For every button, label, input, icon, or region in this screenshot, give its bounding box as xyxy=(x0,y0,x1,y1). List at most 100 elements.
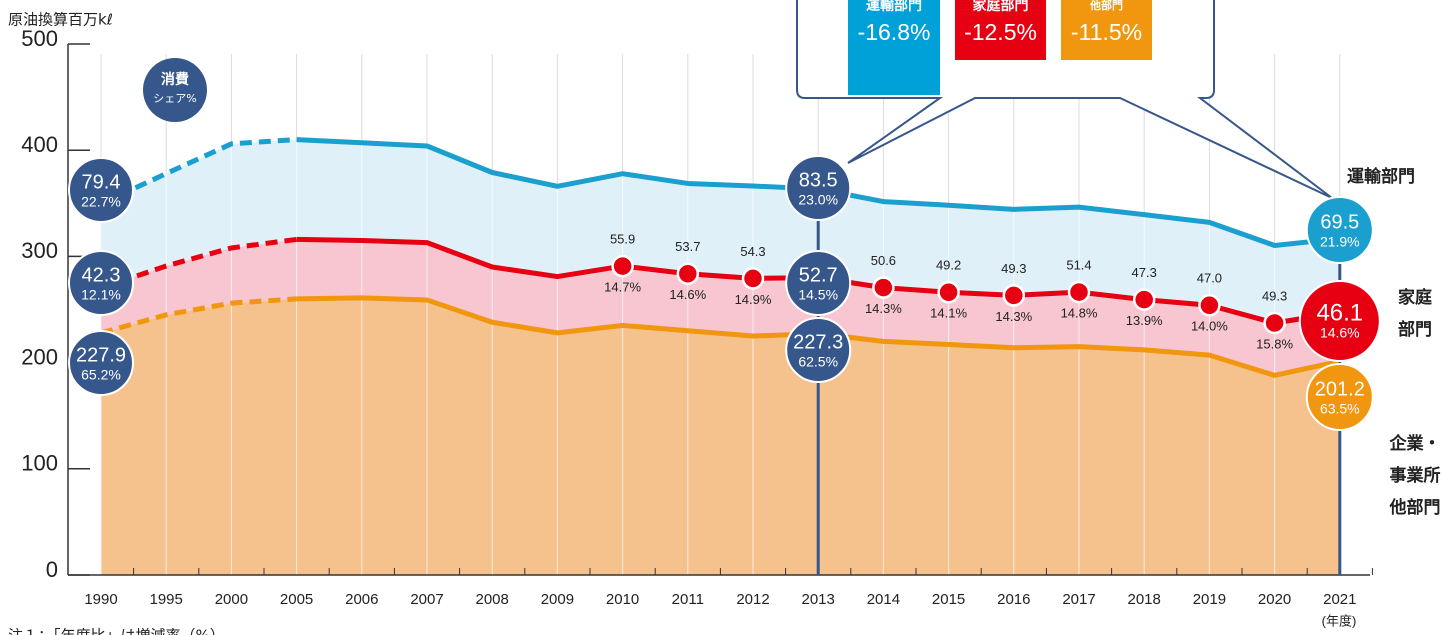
dot xyxy=(741,267,765,290)
bubble-value: 69.5 xyxy=(1320,211,1359,233)
value-label: 50.6 xyxy=(871,253,896,268)
bubble-share: 12.1% xyxy=(81,287,121,303)
x-tick-label: 2006 xyxy=(345,591,378,608)
bubble-share: 21.9% xyxy=(1320,234,1360,250)
dot xyxy=(1132,288,1156,311)
bubble-share: 65.2% xyxy=(81,367,121,383)
value-label: 49.2 xyxy=(936,258,961,273)
callout-value: -16.8% xyxy=(858,19,931,45)
x-tick-label: 2020 xyxy=(1258,591,1291,608)
share-label: 14.7% xyxy=(604,280,641,295)
share-badge-text: シェア% xyxy=(153,92,196,105)
value-label: 54.3 xyxy=(740,244,765,259)
x-tick-label: 2012 xyxy=(736,591,769,608)
value-label: 47.0 xyxy=(1197,271,1222,286)
dot xyxy=(1198,294,1221,317)
value-label: 47.3 xyxy=(1132,265,1157,280)
bubble-value: 83.5 xyxy=(799,169,838,191)
legend-label: 事業所 xyxy=(1390,465,1441,486)
x-tick-label: 2009 xyxy=(541,591,574,608)
value-label: 55.9 xyxy=(610,232,635,247)
line-dashed xyxy=(99,137,297,206)
y-tick-label: 500 xyxy=(21,26,58,51)
x-tick-label: 2010 xyxy=(606,591,639,608)
callout-badge xyxy=(955,0,1046,60)
x-tick-label: 1995 xyxy=(150,591,183,608)
share-badge-text: 消費 xyxy=(161,71,189,88)
bubble-share: 14.6% xyxy=(1320,325,1360,341)
unit-label: 原油換算百万kℓ xyxy=(8,11,113,29)
x-tick-label: 2021 xyxy=(1323,591,1356,608)
callout-label: 他部門 xyxy=(1089,0,1123,12)
line-dashed xyxy=(100,296,297,336)
bubble xyxy=(785,250,852,316)
share-label: 14.3% xyxy=(865,301,902,316)
callout-value: -11.5% xyxy=(1071,19,1142,45)
x-tick-label: 1990 xyxy=(84,591,117,608)
legend-label: 他部門 xyxy=(1389,497,1441,518)
share-badge xyxy=(143,58,207,122)
y-tick-label: 400 xyxy=(21,132,58,157)
bubble-share: 22.7% xyxy=(81,194,121,210)
callout-label: 家庭部門 xyxy=(973,0,1029,14)
bubble xyxy=(785,317,852,383)
legend-label: 家庭 xyxy=(1398,287,1432,308)
x-tick-label: 2015 xyxy=(932,591,965,608)
bubble-share: 23.0% xyxy=(798,192,838,208)
y-tick-label: 200 xyxy=(21,344,58,369)
x-tick-label: 2014 xyxy=(867,591,900,608)
share-label: 14.3% xyxy=(995,309,1032,324)
dot xyxy=(676,262,700,285)
y-tick-label: 0 xyxy=(46,557,58,582)
bubble-value: 201.2 xyxy=(1315,378,1365,400)
bubble-value: 227.9 xyxy=(76,344,126,366)
dot xyxy=(1002,284,1026,307)
x-tick-label: 2018 xyxy=(1128,591,1161,608)
callout-value: -12.5% xyxy=(964,19,1037,45)
bubble-value: 52.7 xyxy=(799,264,838,286)
value-label: 49.3 xyxy=(1262,288,1287,303)
bubble-share: 62.5% xyxy=(798,354,838,370)
area xyxy=(101,239,1340,376)
bubble-share: 14.5% xyxy=(798,287,838,303)
share-label: 15.8% xyxy=(1256,336,1293,351)
x-tick-label: 2019 xyxy=(1193,591,1226,608)
share-label: 14.0% xyxy=(1191,319,1228,334)
bubble xyxy=(68,250,134,316)
bubble xyxy=(785,155,852,221)
x-tick-label: 2000 xyxy=(215,591,248,608)
x-tick-label: 2016 xyxy=(997,591,1030,608)
area xyxy=(101,139,1340,323)
value-label: 49.3 xyxy=(1001,261,1026,276)
dot xyxy=(1067,280,1091,304)
x-tick-label: 2017 xyxy=(1062,591,1095,608)
x-tick-label: 2013 xyxy=(802,591,835,608)
x-tick-label: 2008 xyxy=(476,591,509,608)
share-label: 14.1% xyxy=(930,306,967,321)
callout-badge xyxy=(848,0,940,95)
bubble-share: 63.5% xyxy=(1320,401,1360,417)
dot xyxy=(937,281,960,304)
legend-label: 運輸部門 xyxy=(1347,166,1415,187)
line-dashed xyxy=(100,236,297,291)
bubble-value: 46.1 xyxy=(1316,299,1363,326)
bubble-value: 79.4 xyxy=(82,171,121,193)
share-label: 14.9% xyxy=(735,292,772,307)
bubble xyxy=(1305,363,1374,431)
bubble xyxy=(68,157,134,223)
share-label: 14.6% xyxy=(669,287,706,302)
y-tick-label: 300 xyxy=(21,238,58,263)
callout-label: 運輸部門 xyxy=(866,0,922,14)
callout-badge xyxy=(1061,0,1152,60)
value-label: 53.7 xyxy=(675,239,700,254)
x-tick-label: 2005 xyxy=(280,591,313,608)
share-label: 14.8% xyxy=(1061,306,1098,321)
bubble xyxy=(68,330,134,396)
y-tick-label: 100 xyxy=(21,451,58,476)
dot xyxy=(611,254,634,278)
x-tick-label: 2007 xyxy=(410,591,443,608)
bubble xyxy=(1305,196,1374,264)
x-unit: (年度) xyxy=(1322,613,1357,628)
bubble xyxy=(1298,280,1381,362)
